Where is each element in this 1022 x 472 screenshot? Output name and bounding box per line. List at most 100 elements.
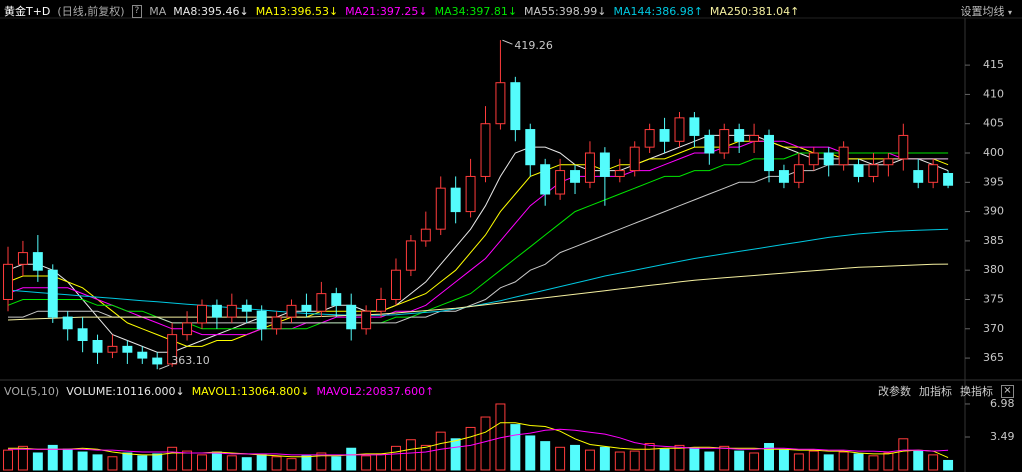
y-tick-label: 370 bbox=[983, 322, 1004, 335]
candle-body bbox=[540, 164, 551, 195]
volume-bar bbox=[17, 445, 28, 471]
volume-bar bbox=[331, 456, 342, 471]
volume-bar bbox=[182, 450, 193, 471]
volume-bar bbox=[808, 450, 819, 471]
candle-body bbox=[465, 175, 476, 213]
adjust-mode: (日线,前复权) bbox=[57, 5, 125, 18]
candle-body bbox=[32, 252, 43, 271]
y-tick-label: 400 bbox=[983, 146, 1004, 159]
volume-bar bbox=[793, 453, 804, 471]
candle-body bbox=[749, 134, 760, 142]
candle-body bbox=[77, 328, 88, 342]
candle-body bbox=[137, 351, 148, 359]
candle-body bbox=[629, 146, 640, 172]
y-tick-label: 395 bbox=[983, 175, 1004, 188]
min-annotation: 363.10 bbox=[171, 354, 210, 367]
candle-body bbox=[525, 129, 536, 166]
volume-bar bbox=[286, 458, 297, 471]
volume-bar bbox=[928, 454, 939, 471]
candle-body bbox=[107, 345, 118, 353]
candle-body bbox=[182, 322, 193, 336]
candle-body bbox=[435, 187, 446, 230]
candle-body bbox=[898, 134, 909, 160]
candle-body bbox=[376, 298, 387, 312]
y-tick-label: 375 bbox=[983, 292, 1004, 305]
legend-arrow: ↑ bbox=[693, 4, 703, 18]
candle-body bbox=[764, 134, 774, 172]
candle-body bbox=[197, 304, 207, 324]
legend-entry: MAVOL1:13064.800↓ bbox=[192, 385, 310, 398]
candle-body bbox=[644, 129, 655, 148]
candle-body bbox=[719, 129, 730, 154]
legend-entry: MA55:398.99↓ bbox=[524, 5, 606, 18]
candle-body bbox=[167, 334, 178, 365]
candle-body bbox=[674, 117, 685, 142]
volume-bar bbox=[749, 452, 760, 471]
volume-bar bbox=[241, 457, 252, 471]
candle-body bbox=[823, 152, 834, 166]
candle-body bbox=[495, 82, 506, 125]
ma-legend: 黄金T+D (日线,前复权) ? MA MA8:395.46↓ MA13:396.… bbox=[4, 3, 799, 19]
candle-body bbox=[316, 293, 327, 312]
volume-bar bbox=[361, 455, 372, 471]
volume-bar bbox=[570, 444, 581, 471]
volume-bar bbox=[704, 451, 715, 471]
candle-body bbox=[913, 170, 924, 183]
volume-bar bbox=[92, 454, 103, 471]
volume-bar bbox=[659, 448, 670, 471]
y-tick-label: 390 bbox=[983, 205, 1004, 218]
candle-body bbox=[92, 340, 103, 353]
candle-body bbox=[420, 228, 431, 242]
candle-body bbox=[883, 158, 894, 166]
legend-entry: MA250:381.04↑ bbox=[710, 5, 799, 18]
legend-entry: VOLUME:10116.000↓ bbox=[66, 385, 184, 398]
annotation-pointer bbox=[159, 364, 170, 370]
volume-bar bbox=[719, 445, 730, 471]
ma-line bbox=[7, 228, 949, 316]
volume-bar bbox=[137, 455, 148, 471]
help-icon[interactable]: ? bbox=[131, 4, 143, 18]
volume-bar bbox=[405, 439, 416, 471]
volume-bar bbox=[614, 451, 625, 471]
candle-body bbox=[704, 134, 715, 154]
edit-params[interactable]: 改参数 bbox=[878, 385, 911, 398]
volume-bar bbox=[450, 438, 461, 471]
mavol-line bbox=[8, 422, 949, 459]
ma-line bbox=[7, 140, 949, 336]
legend-arrow: ↓ bbox=[300, 384, 310, 398]
candle-body bbox=[480, 123, 491, 177]
candle-body bbox=[301, 304, 312, 312]
volume-bar bbox=[838, 451, 849, 471]
max-annotation: 419.26 bbox=[514, 39, 553, 52]
switch-indicator[interactable]: 换指标 bbox=[960, 385, 993, 398]
candle-body bbox=[361, 310, 372, 330]
volume-bar bbox=[465, 426, 476, 471]
candle-body bbox=[614, 170, 625, 177]
legend-label: MA34:397.81 bbox=[434, 4, 508, 18]
candle-body bbox=[689, 117, 700, 136]
candle-body bbox=[570, 170, 581, 183]
volume-bar bbox=[256, 454, 267, 471]
close-button[interactable]: × bbox=[1001, 384, 1014, 398]
candle-body bbox=[17, 252, 28, 265]
y-tick-label: 415 bbox=[983, 58, 1004, 71]
legend-label: MA144:386.98 bbox=[613, 4, 694, 18]
volume-bar bbox=[271, 456, 282, 471]
volume-bar bbox=[77, 451, 88, 471]
candle-body bbox=[3, 263, 13, 300]
ma-line bbox=[8, 158, 949, 324]
dropdown-arrow[interactable]: ▾ bbox=[1007, 8, 1012, 17]
volume-bar bbox=[853, 453, 864, 471]
vol-legend: VOL(5,10) VOLUME:10116.000↓ MAVOL1:13064.… bbox=[4, 383, 434, 399]
legend-label: MA21:397.25 bbox=[345, 4, 419, 18]
ma-settings[interactable]: 设置均线 ▾ bbox=[960, 3, 1012, 19]
ma-settings-label[interactable]: 设置均线 bbox=[960, 5, 1005, 18]
annotation-pointer bbox=[502, 39, 513, 45]
candle-body bbox=[555, 170, 566, 195]
legend-label: MA13:396.53 bbox=[255, 4, 329, 18]
add-indicator[interactable]: 加指标 bbox=[919, 385, 952, 398]
volume-bar bbox=[629, 450, 640, 471]
ma-label: MA bbox=[149, 4, 167, 18]
y-tick-label: 6.98 bbox=[990, 397, 1015, 410]
